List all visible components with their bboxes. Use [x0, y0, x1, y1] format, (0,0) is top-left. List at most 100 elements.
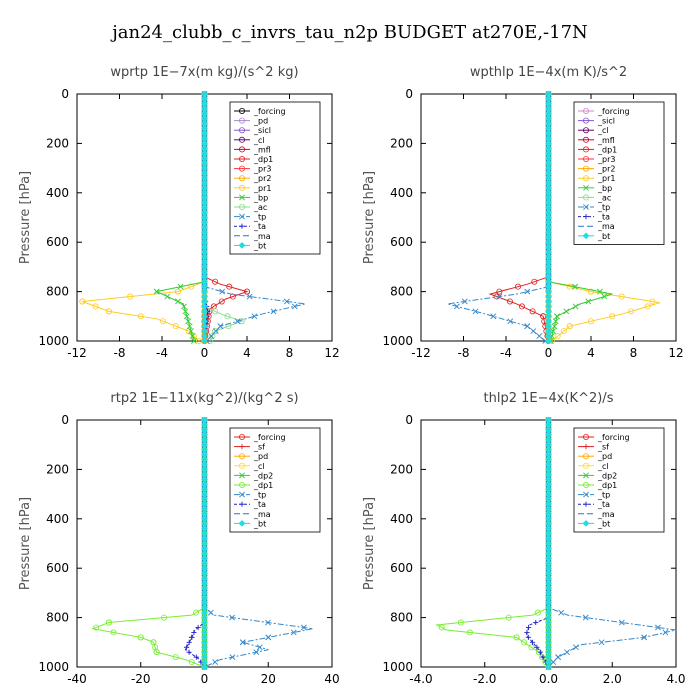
data-point	[218, 298, 225, 305]
series-line	[488, 94, 549, 342]
legend-marker	[238, 462, 245, 469]
y-axis-label: Pressure [hPa]	[18, 171, 33, 264]
y-tick-label: 1000	[38, 334, 69, 348]
legend-label: _pd	[253, 117, 268, 126]
legend-marker	[583, 136, 590, 143]
data-point	[588, 318, 595, 325]
y-tick-label: 200	[46, 136, 69, 150]
data-point	[529, 639, 536, 645]
x-tick-label: 40	[324, 672, 339, 686]
x-tick-label: 2.0	[603, 672, 622, 686]
chart-panel-2: wpthlp 1E−4x(m K)/s^2 Pressure [hPa] 0 200 4…	[362, 65, 684, 360]
data-point	[618, 619, 625, 626]
legend-marker	[239, 501, 245, 507]
x-tick-label: 12	[668, 346, 683, 360]
x-tick-label: -12	[411, 346, 431, 360]
legend-label: _tp	[253, 491, 266, 500]
legend-label: _bt	[253, 241, 266, 250]
x-tick-label: 0.0	[539, 672, 558, 686]
data-point	[239, 639, 246, 646]
data-point	[585, 298, 592, 305]
y-tick-label: 800	[46, 285, 69, 299]
data-point	[525, 634, 531, 640]
y-tick-label: 0	[61, 413, 69, 427]
y-tick-label: 1000	[38, 660, 69, 674]
legend-label: _ta	[253, 500, 266, 509]
chart-panel-3: rtp2 1E−11x(kg^2)/(kg^2 s) Pressure [hPa]…	[18, 391, 340, 686]
series-bt	[201, 90, 208, 345]
legend-marker	[583, 127, 590, 134]
data-point	[93, 624, 100, 631]
figure-title: jan24_clubb_c_invrs_tau_n2p BUDGET at270…	[110, 22, 588, 43]
data-point	[256, 644, 263, 651]
x-tick-label: -20	[131, 672, 151, 686]
data-point	[618, 293, 625, 300]
legend-label: _dp1	[253, 481, 273, 490]
legend-marker	[583, 146, 590, 153]
data-point	[229, 614, 235, 621]
data-point	[545, 663, 552, 671]
data-point	[164, 293, 171, 300]
x-tick-label: -40	[67, 672, 87, 686]
legend-label: _pr3	[253, 165, 271, 174]
data-point	[518, 303, 525, 310]
data-point	[300, 624, 307, 631]
data-point	[137, 313, 144, 320]
legend-marker	[583, 462, 590, 469]
legend-marker	[239, 491, 245, 498]
data-point	[184, 644, 190, 650]
data-point	[525, 624, 532, 631]
legend-label: _dp1	[253, 155, 273, 164]
data-point	[534, 609, 541, 616]
legend-marker	[583, 155, 590, 162]
data-point	[191, 629, 197, 636]
x-tick-label: 8	[630, 346, 638, 360]
data-point	[649, 298, 656, 305]
data-point	[609, 313, 616, 320]
data-point	[265, 619, 271, 626]
legend-marker	[583, 108, 590, 115]
y-tick-label: 0	[61, 87, 69, 101]
data-point	[506, 298, 513, 305]
series-bp	[153, 91, 208, 344]
y-tick-label: 200	[390, 462, 413, 476]
data-point	[161, 614, 168, 621]
data-point	[572, 283, 578, 290]
data-point	[105, 308, 112, 315]
series-pr1	[79, 91, 208, 344]
data-point	[564, 649, 570, 656]
data-point	[531, 278, 538, 285]
legend-label: _bt	[597, 519, 610, 528]
data-point	[566, 323, 573, 330]
data-point	[536, 333, 543, 339]
legend-marker	[238, 203, 245, 210]
data-point	[524, 323, 531, 330]
data-point	[524, 288, 531, 295]
legend-label: _dp2	[597, 471, 617, 480]
x-tick-label: -2.0	[473, 672, 496, 686]
legend-marker	[239, 223, 245, 229]
legend-marker	[238, 146, 245, 153]
y-tick-label: 600	[46, 561, 69, 575]
x-tick-label: 0	[201, 672, 209, 686]
data-point	[550, 328, 557, 335]
y-axis-label: Pressure [hPa]	[362, 171, 377, 264]
legend-label: _cl	[253, 462, 265, 471]
data-point	[453, 303, 460, 310]
y-tick-label: 400	[46, 512, 69, 526]
y-tick-label: 800	[390, 285, 413, 299]
data-point	[253, 649, 260, 656]
legend-label: _pr1	[253, 184, 271, 193]
legend-marker	[238, 108, 245, 115]
legend-marker	[238, 175, 245, 182]
data-point	[628, 308, 635, 315]
data-point	[182, 308, 189, 315]
legend-label: _dp1	[597, 481, 617, 490]
data-point	[533, 619, 539, 626]
data-point	[655, 624, 661, 631]
series-bt	[545, 416, 552, 671]
data-point	[537, 649, 543, 655]
data-point	[79, 298, 86, 305]
legend-label: _tp	[597, 491, 610, 500]
data-point	[193, 654, 199, 660]
